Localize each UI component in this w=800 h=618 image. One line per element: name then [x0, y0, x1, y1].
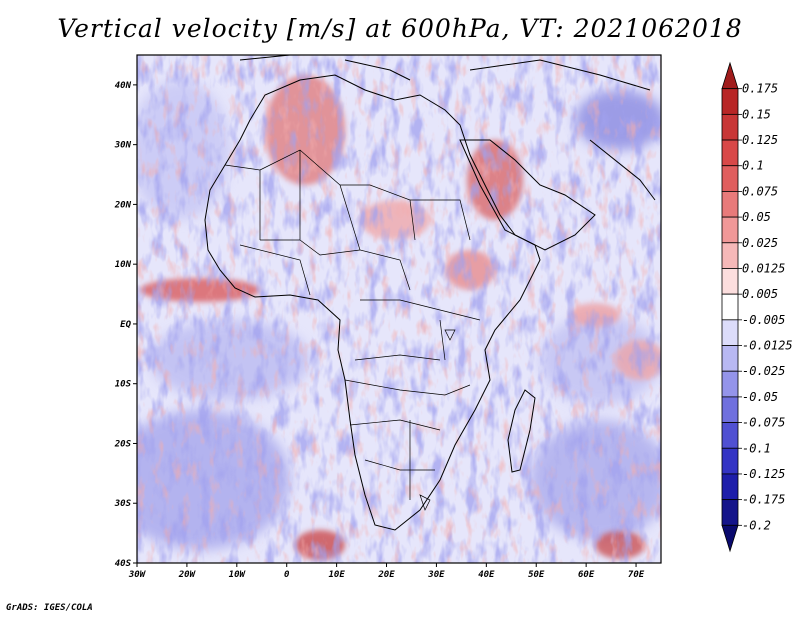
lat-tick-label: 40N	[115, 81, 132, 91]
colorbar-label: 0.15	[742, 107, 771, 121]
lon-tick-label: 0	[284, 570, 290, 580]
colorbar-label: 0.05	[742, 210, 771, 224]
lat-tick-label: 30S	[114, 499, 132, 509]
map-frame	[136, 54, 662, 564]
lon-tick-label: 70E	[628, 570, 645, 580]
colorbar-label: -0.125	[742, 467, 785, 481]
colorbar-label: -0.075	[742, 416, 785, 430]
colorbar-swatch	[721, 88, 739, 115]
lon-tick-label: 10W	[229, 570, 247, 580]
colorbar-swatch	[721, 473, 739, 501]
colorbar-swatch	[721, 499, 739, 526]
colorbar-swatch	[721, 242, 739, 269]
colorbar-swatch	[721, 396, 739, 423]
colorbar-swatch	[721, 165, 739, 192]
colorbar-label: -0.025	[742, 364, 785, 378]
lon-tick-label: 60E	[578, 570, 595, 580]
colorbar: 0.175 0.15 0.125 0.1 0.075 0.05 0.025 0.0125 0.0…	[721, 61, 793, 553]
lat-tick-label: 40S	[115, 559, 132, 569]
colorbar-label: -0.2	[742, 518, 771, 532]
lon-tick-label: 30W	[128, 570, 147, 580]
colorbar-label: -0.0125	[742, 339, 793, 353]
lon-tick-label: 20E	[377, 570, 395, 580]
colorbar-swatch	[721, 293, 739, 321]
lat-tick-label: 20N	[114, 200, 132, 210]
colorbar-label: 0.075	[742, 184, 778, 198]
country-borders	[224, 149, 481, 511]
lon-tick-label: 30E	[427, 570, 445, 580]
colorbar-swatch	[721, 447, 739, 475]
lat-tick-label: 10N	[115, 260, 132, 270]
lat-tick-label: 10S	[115, 380, 132, 390]
lat-tick-label: 30N	[114, 141, 132, 151]
velocity-field	[137, 55, 661, 563]
latitude-axis: 40S 30S 20S 10S EQ 10N 20N 30N 40N	[114, 81, 137, 569]
coastlines	[204, 55, 656, 531]
colorbar-swatch	[721, 113, 739, 141]
colorbar-label: -0.175	[742, 493, 785, 507]
colorbar-swatch	[721, 191, 739, 218]
colorbar-swatch	[721, 370, 739, 398]
colorbar-swatch	[721, 61, 739, 90]
colorbar-swatch	[721, 216, 739, 244]
lat-tick-label: EQ	[120, 320, 131, 330]
lon-tick-label: 20W	[178, 570, 197, 580]
grads-credit: GrADS: IGES/COLA	[6, 603, 93, 613]
lat-tick-label: 20S	[114, 439, 132, 449]
colorbar-swatch	[721, 319, 739, 346]
lon-tick-label: 10E	[328, 570, 345, 580]
lon-tick-label: 40E	[478, 570, 495, 580]
chart-title: Vertical velocity [m/s] at 600hPa, VT: 2…	[57, 14, 743, 43]
colorbar-label: 0.175	[742, 82, 778, 96]
colorbar-swatch	[721, 345, 739, 372]
colorbar-label: 0.0125	[742, 261, 785, 275]
colorbar-label: 0.025	[742, 236, 778, 250]
colorbar-label: 0.125	[742, 133, 778, 147]
colorbar-swatch	[721, 422, 739, 449]
lon-tick-label: 50E	[528, 570, 545, 580]
colorbar-label: 0.005	[742, 287, 778, 301]
colorbar-label: 0.1	[742, 159, 764, 173]
longitude-axis: 30W 20W 10W 0 10E 20E 30E 40E 50E 60E 70E	[128, 563, 645, 580]
colorbar-swatch	[721, 524, 739, 553]
colorbar-label: -0.1	[742, 441, 771, 455]
colorbar-label: -0.05	[742, 390, 778, 404]
colorbar-swatch	[721, 268, 739, 295]
colorbar-swatch	[721, 139, 739, 167]
colorbar-label: -0.005	[742, 313, 785, 327]
